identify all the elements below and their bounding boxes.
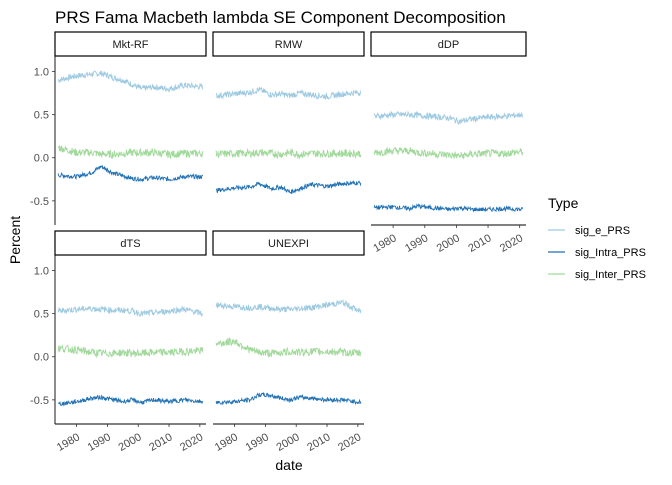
x-tick-label: 1980 xyxy=(55,431,82,454)
y-tick-label: -0.5 xyxy=(30,395,49,407)
series-line-sig-intra-prs xyxy=(373,203,524,213)
panel-ddp: dDP 1980 1990 2000 2010 2020 xyxy=(370,31,527,255)
y-tick-label: 0.5 xyxy=(34,110,49,122)
panel-strip-label: UNEXPI xyxy=(268,238,309,250)
series-line-sig-e-prs xyxy=(57,305,204,318)
panel-strip xyxy=(54,31,207,57)
series-line-sig-e-prs xyxy=(57,70,204,93)
y-tick-label: 0.0 xyxy=(34,153,49,165)
panel-rmw: RMW xyxy=(212,31,365,195)
x-tick-label: 2000 xyxy=(435,232,462,255)
x-tick-label: 1980 xyxy=(213,431,240,454)
panel-strip-label: Mkt-RF xyxy=(112,39,148,51)
series-line-sig-inter-prs xyxy=(373,146,524,160)
legend-label: sig_Inter_PRS xyxy=(575,269,646,281)
y-tick-label: 1.0 xyxy=(34,67,49,79)
series-line-sig-inter-prs xyxy=(215,147,362,160)
series-line-sig-intra-prs xyxy=(216,179,362,195)
series-line-sig-e-prs xyxy=(373,110,524,125)
x-axis-title: date xyxy=(275,457,302,473)
series-line-sig-e-prs xyxy=(215,86,362,100)
y-tick-label: -0.5 xyxy=(30,196,49,208)
y-tick-label: 0.5 xyxy=(34,309,49,321)
legend: Type sig_e_PRS sig_Intra_PRS sig_Inter_PRS xyxy=(548,195,646,281)
panel-strip-label: dTS xyxy=(120,238,140,250)
x-tick-label: 2020 xyxy=(498,232,525,255)
series-line-sig-intra-prs xyxy=(57,165,203,183)
x-tick-label: 1990 xyxy=(244,431,271,454)
x-tick-label: 2020 xyxy=(336,431,363,454)
x-tick-label: 1990 xyxy=(86,431,113,454)
y-axis-title: Percent xyxy=(7,216,23,264)
series-line-sig-inter-prs xyxy=(57,344,204,359)
series-line-sig-inter-prs xyxy=(215,337,362,358)
series-line-sig-inter-prs xyxy=(57,144,204,160)
panel-strip xyxy=(212,230,365,256)
x-tick-label: 1990 xyxy=(403,232,430,255)
series-line-sig-intra-prs xyxy=(215,391,362,406)
x-tick-label: 2020 xyxy=(178,431,205,454)
legend-label: sig_e_PRS xyxy=(575,225,630,237)
panel-strip-label: RMW xyxy=(275,39,303,51)
panel-strip xyxy=(370,31,527,57)
series-line-sig-intra-prs xyxy=(57,394,204,407)
legend-title: Type xyxy=(548,195,579,211)
legend-label: sig_Intra_PRS xyxy=(575,247,646,259)
panel-mkt-rf: Mkt-RF -0.5 0.0 0.5 1.0 xyxy=(30,31,207,225)
y-tick-label: 0.0 xyxy=(34,352,49,364)
x-tick-label: 1980 xyxy=(371,232,398,255)
x-tick-label: 2010 xyxy=(466,232,493,255)
panel-unexpi: UNEXPI 1980 1990 2000 2010 2020 xyxy=(212,230,365,454)
panel-strip xyxy=(212,31,365,57)
panel-strip-label: dDP xyxy=(438,39,459,51)
x-tick-label: 2000 xyxy=(274,431,301,454)
x-tick-label: 2010 xyxy=(305,431,332,454)
x-tick-label: 2000 xyxy=(116,431,143,454)
panel-dts: dTS -0.5 0.0 0.5 1.0 1980 1990 2000 2010 2020 xyxy=(30,230,207,454)
chart-title: PRS Fama Macbeth lambda SE Component Dec… xyxy=(55,8,506,27)
y-tick-label: 1.0 xyxy=(34,266,49,278)
panel-strip xyxy=(54,230,207,256)
series-line-sig-e-prs xyxy=(215,299,362,314)
x-tick-label: 2010 xyxy=(147,431,174,454)
